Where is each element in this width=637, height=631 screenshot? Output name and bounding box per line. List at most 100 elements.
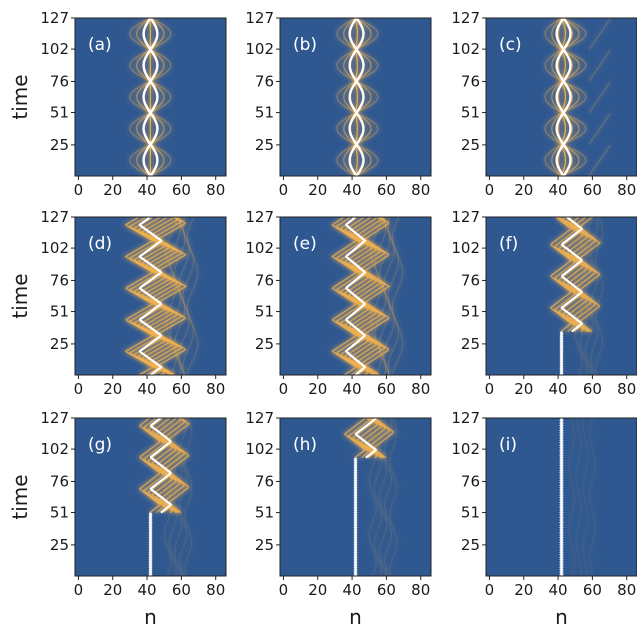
- y-tick-label: 76: [255, 72, 274, 90]
- panel-frame: [74, 417, 227, 577]
- panel-frame: [74, 17, 227, 177]
- panel-label: (b): [293, 35, 317, 55]
- y-tick-label: 102: [451, 440, 480, 458]
- x-tick-label: 60: [583, 581, 602, 599]
- panel-label: (i): [499, 435, 517, 455]
- heatmap-intensity: [342, 418, 399, 576]
- panel-label: (d): [88, 234, 112, 254]
- x-tick-label: 0: [485, 181, 495, 199]
- y-tick-label: 102: [245, 40, 274, 58]
- y-tick-label: 127: [451, 9, 480, 27]
- x-tick-label: 40: [549, 581, 568, 599]
- panel-e: 0 20 40 60 80 25 51 76 102 127 (e): [245, 208, 432, 398]
- heatmap-intensity: [548, 217, 605, 375]
- panel-i: 0 20 40 60 80 25 51 76 102 127 (i) n: [451, 409, 637, 629]
- x-tick-label: 80: [617, 581, 636, 599]
- y-tick-label: 51: [461, 104, 480, 122]
- y-tick-label: 51: [461, 303, 480, 321]
- x-tick-label: 0: [279, 380, 289, 398]
- x-tick-label: 80: [206, 380, 225, 398]
- panel-f: 0 20 40 60 80 25 51 76 102 127 (f): [451, 208, 637, 398]
- panel-frame: [279, 417, 432, 577]
- x-tick-label: 60: [583, 181, 602, 199]
- y-tick-label: 127: [40, 409, 69, 427]
- x-tick-label: 20: [308, 581, 327, 599]
- x-tick-label: 20: [514, 380, 533, 398]
- x-tick-label: 20: [103, 181, 122, 199]
- x-tick-label: 80: [617, 380, 636, 398]
- y-tick-label: 102: [245, 239, 274, 257]
- y-tick-label: 102: [40, 440, 69, 458]
- x-tick-label: 0: [279, 581, 289, 599]
- y-tick-label: 25: [255, 136, 274, 154]
- panel-label: (g): [88, 435, 112, 455]
- panel-label: (h): [293, 435, 317, 455]
- x-tick-label: 40: [549, 181, 568, 199]
- y-tick-label: 51: [255, 504, 274, 522]
- panel-frame: [485, 417, 637, 577]
- panel-frame: [74, 216, 227, 376]
- heatmap-intensity: [559, 418, 597, 576]
- panel-label: (e): [293, 234, 317, 254]
- y-tick-label: 25: [461, 335, 480, 353]
- panel-frame: [279, 17, 432, 177]
- x-tick-label: 40: [549, 380, 568, 398]
- y-tick-label: 102: [40, 239, 69, 257]
- x-tick-label: 0: [485, 581, 495, 599]
- panel-a: 0 20 40 60 80 25 51 76 102 127 (a) time: [8, 9, 227, 199]
- y-tick-label: 102: [451, 40, 480, 58]
- x-tick-label: 60: [172, 181, 191, 199]
- x-tick-label: 60: [377, 181, 396, 199]
- panel-c: 0 20 40 60 80 25 51 76 102 127 (c): [451, 9, 637, 199]
- y-tick-label: 25: [461, 536, 480, 554]
- panel-label: (c): [499, 35, 522, 55]
- panel-label: (f): [499, 234, 518, 254]
- heatmap-intensity: [543, 18, 612, 176]
- x-tick-label: 40: [138, 380, 157, 398]
- x-tick-label: 60: [172, 380, 191, 398]
- y-tick-label: 76: [255, 271, 274, 289]
- y-tick-label: 102: [451, 239, 480, 257]
- y-tick-label: 51: [50, 303, 69, 321]
- y-tick-label: 127: [451, 208, 480, 226]
- panel-h: 0 20 40 60 80 25 51 76 102 127 (h) n: [245, 409, 432, 629]
- x-tick-label: 60: [172, 581, 191, 599]
- x-tick-label: 20: [308, 181, 327, 199]
- y-tick-label: 25: [461, 136, 480, 154]
- panel-label: (a): [88, 35, 112, 55]
- heatmap-intensity: [128, 18, 173, 176]
- y-tick-label: 76: [461, 72, 480, 90]
- y-tick-label: 51: [50, 504, 69, 522]
- y-tick-label: 76: [461, 472, 480, 490]
- x-tick-label: 40: [138, 181, 157, 199]
- x-tick-label: 80: [411, 181, 430, 199]
- x-tick-label: 40: [138, 581, 157, 599]
- panel-frame: [485, 216, 637, 376]
- y-tick-label: 127: [245, 9, 274, 27]
- y-tick-label: 102: [245, 440, 274, 458]
- y-tick-label: 127: [245, 208, 274, 226]
- heatmap-intensity: [137, 418, 194, 576]
- y-tick-label: 51: [50, 104, 69, 122]
- y-tick-label: 76: [50, 472, 69, 490]
- y-tick-label: 25: [255, 536, 274, 554]
- x-tick-label: 40: [343, 380, 362, 398]
- y-tick-label: 51: [255, 303, 274, 321]
- panel-b: 0 20 40 60 80 25 51 76 102 127 (b): [245, 9, 432, 199]
- x-tick-label: 80: [411, 380, 430, 398]
- x-tick-label: 80: [411, 581, 430, 599]
- y-tick-label: 127: [40, 9, 69, 27]
- x-tick-label: 80: [617, 181, 636, 199]
- y-tick-label: 51: [461, 504, 480, 522]
- x-tick-label: 0: [74, 380, 84, 398]
- x-tick-label: 20: [103, 380, 122, 398]
- x-tick-label: 0: [74, 181, 84, 199]
- y-tick-label: 76: [50, 271, 69, 289]
- x-tick-label: 0: [485, 380, 495, 398]
- x-axis-title: n: [349, 605, 362, 629]
- y-tick-label: 76: [461, 271, 480, 289]
- y-tick-label: 102: [40, 40, 69, 58]
- heatmap-intensity: [122, 217, 199, 375]
- panel-frame: [279, 216, 432, 376]
